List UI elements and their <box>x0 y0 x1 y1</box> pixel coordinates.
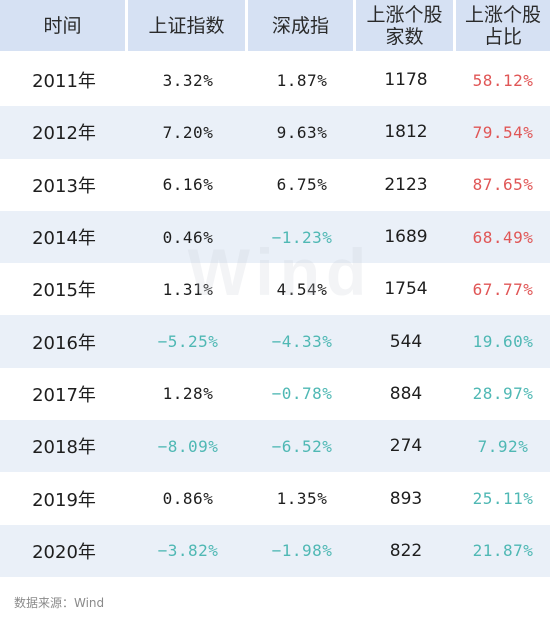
cell-rising-ratio: 58.12% <box>472 70 534 90</box>
cell-rising-count: 1754 <box>384 279 428 300</box>
cell-rising-count: 1812 <box>384 122 428 143</box>
cell-year: 2017年 <box>32 384 96 406</box>
cell-shenzhen-change: −1.23% <box>271 227 333 247</box>
cell-rising-ratio: 25.11% <box>472 489 534 509</box>
cell-shanghai-change: 3.32% <box>162 70 214 90</box>
cell-shenzhen-change: 1.35% <box>276 489 328 509</box>
header-shenzhen-label: 深成指 <box>271 14 329 37</box>
header-rising-count: 上涨个股 家数 <box>356 0 456 51</box>
cell-rising-ratio: 68.49% <box>472 227 534 247</box>
cell-shenzhen-change: −6.52% <box>271 436 333 456</box>
cell-shanghai-change: 0.46% <box>162 227 214 247</box>
cell-rising-ratio: 19.60% <box>472 332 534 352</box>
table-row: 2014年 0.46% −1.23% 1689 68.49% <box>0 210 550 264</box>
cell-year: 2013年 <box>32 175 96 197</box>
cell-shanghai-change: 7.20% <box>162 122 214 142</box>
table-row: 2020年 −3.82% −1.98% 822 21.87% <box>0 524 550 577</box>
data-source-note: 数据来源：Wind <box>14 596 105 610</box>
header-shanghai-index: 上证指数 <box>128 0 248 51</box>
cell-shenzhen-change: −1.98% <box>271 541 333 561</box>
header-shanghai-label: 上证指数 <box>148 14 225 37</box>
cell-shanghai-change: 1.31% <box>162 279 214 299</box>
table-row: 2012年 7.20% 9.63% 1812 79.54% <box>0 106 550 159</box>
cell-shenzhen-change: 6.75% <box>276 175 328 195</box>
cell-rising-ratio: 87.65% <box>472 175 534 195</box>
cell-year: 2015年 <box>32 280 96 302</box>
cell-rising-count: 1178 <box>384 70 428 91</box>
cell-rising-ratio: 7.92% <box>477 436 529 456</box>
cell-year: 2018年 <box>32 437 96 459</box>
table-row: 2019年 0.86% 1.35% 893 25.11% <box>0 472 550 524</box>
cell-year: 2016年 <box>32 332 96 354</box>
cell-rising-count: 822 <box>389 540 423 561</box>
header-time-label: 时间 <box>43 14 82 37</box>
cell-year: 2020年 <box>32 541 96 563</box>
header-shenzhen-index: 深成指 <box>248 0 356 51</box>
cell-year: 2011年 <box>32 71 96 93</box>
header-rising-ratio-label: 上涨个股 占比 <box>464 3 541 48</box>
cell-shenzhen-change: 1.87% <box>276 70 328 90</box>
cell-shanghai-change: 1.28% <box>162 384 214 404</box>
cell-rising-ratio: 21.87% <box>472 541 534 561</box>
cell-shenzhen-change: 9.63% <box>276 122 328 142</box>
cell-shenzhen-change: −0.78% <box>271 384 333 404</box>
cell-shenzhen-change: −4.33% <box>271 332 333 352</box>
cell-rising-count: 893 <box>389 488 423 509</box>
table-row: 2011年 3.32% 1.87% 1178 58.12% <box>0 54 550 106</box>
table-row: 2018年 −8.09% −6.52% 274 7.92% <box>0 420 550 473</box>
cell-rising-count: 544 <box>389 331 423 352</box>
cell-rising-count: 1689 <box>384 227 428 248</box>
cell-rising-ratio: 28.97% <box>472 384 534 404</box>
table-body: 2011年 3.32% 1.87% 1178 58.12% 2012年 7.20% 9.63%… <box>0 54 550 577</box>
cell-rising-ratio: 67.77% <box>472 279 534 299</box>
cell-rising-count: 274 <box>389 436 423 457</box>
cell-year: 2014年 <box>32 228 96 250</box>
cell-shanghai-change: −3.82% <box>157 541 219 561</box>
table-row: 2015年 1.31% 4.54% 1754 67.77% <box>0 263 550 315</box>
header-rising-count-label: 上涨个股 家数 <box>366 3 443 48</box>
cell-rising-count: 2123 <box>384 174 428 195</box>
cell-year: 2019年 <box>32 489 96 511</box>
cell-rising-ratio: 79.54% <box>472 122 534 142</box>
header-rising-ratio: 上涨个股 占比 <box>456 0 550 51</box>
cell-shanghai-change: 6.16% <box>162 175 214 195</box>
cell-shanghai-change: −5.25% <box>157 332 219 352</box>
table-header: 时间 上证指数 深成指 上涨个股 家数 上涨个股 占比 <box>0 0 550 51</box>
table-row: 2016年 −5.25% −4.33% 544 19.60% <box>0 315 550 368</box>
header-time: 时间 <box>0 0 128 51</box>
cell-shanghai-change: −8.09% <box>157 436 219 456</box>
table-row: 2013年 6.16% 6.75% 2123 87.65% <box>0 159 550 211</box>
cell-shenzhen-change: 4.54% <box>276 279 328 299</box>
table-row: 2017年 1.28% −0.78% 884 28.97% <box>0 368 550 420</box>
cell-year: 2012年 <box>32 123 96 145</box>
stock-performance-table: 时间 上证指数 深成指 上涨个股 家数 上涨个股 占比 2011年 3.32% 1.… <box>0 0 550 577</box>
cell-shanghai-change: 0.86% <box>162 489 214 509</box>
cell-rising-count: 884 <box>389 383 423 404</box>
